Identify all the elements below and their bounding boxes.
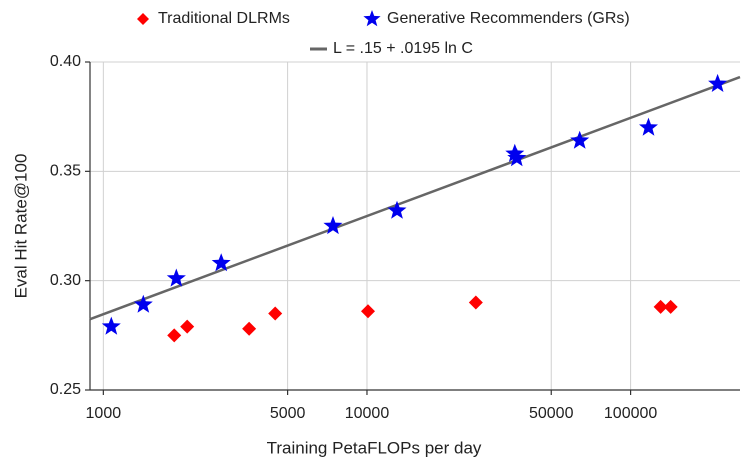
legend-swatch: [137, 13, 149, 25]
y-tick-label: 0.40: [50, 53, 81, 70]
legend-swatch: [363, 10, 381, 27]
point: [101, 316, 121, 335]
point: [133, 294, 153, 313]
x-tick-label: 1000: [86, 405, 122, 422]
legend-label: Generative Recommenders (GRs): [387, 10, 630, 27]
point: [653, 299, 668, 314]
point: [507, 148, 527, 167]
x-tick-label: 10000: [345, 405, 390, 422]
point: [663, 299, 678, 314]
point: [268, 306, 283, 321]
point: [167, 328, 182, 343]
x-tick-label: 50000: [529, 405, 574, 422]
y-tick-label: 0.30: [50, 272, 81, 289]
x-tick-label: 100000: [604, 405, 657, 422]
point: [387, 200, 407, 219]
point: [570, 130, 590, 149]
legend-label: L = .15 + .0195 ln C: [333, 40, 473, 57]
legend-label: Traditional DLRMs: [158, 10, 290, 27]
x-axis-label: Training PetaFLOPs per day: [267, 438, 482, 457]
x-tick-label: 5000: [270, 405, 306, 422]
point: [242, 321, 257, 336]
point: [211, 253, 231, 272]
y-tick-label: 0.25: [50, 381, 81, 398]
point: [505, 143, 525, 162]
point: [708, 73, 728, 92]
point: [468, 295, 483, 310]
point: [360, 304, 375, 319]
point: [166, 268, 186, 287]
point: [323, 216, 343, 235]
fit-line: [89, 75, 741, 321]
point: [180, 319, 195, 334]
y-axis-label: Eval Hit Rate@100: [11, 154, 30, 299]
y-tick-label: 0.35: [50, 163, 81, 180]
point: [639, 117, 658, 136]
